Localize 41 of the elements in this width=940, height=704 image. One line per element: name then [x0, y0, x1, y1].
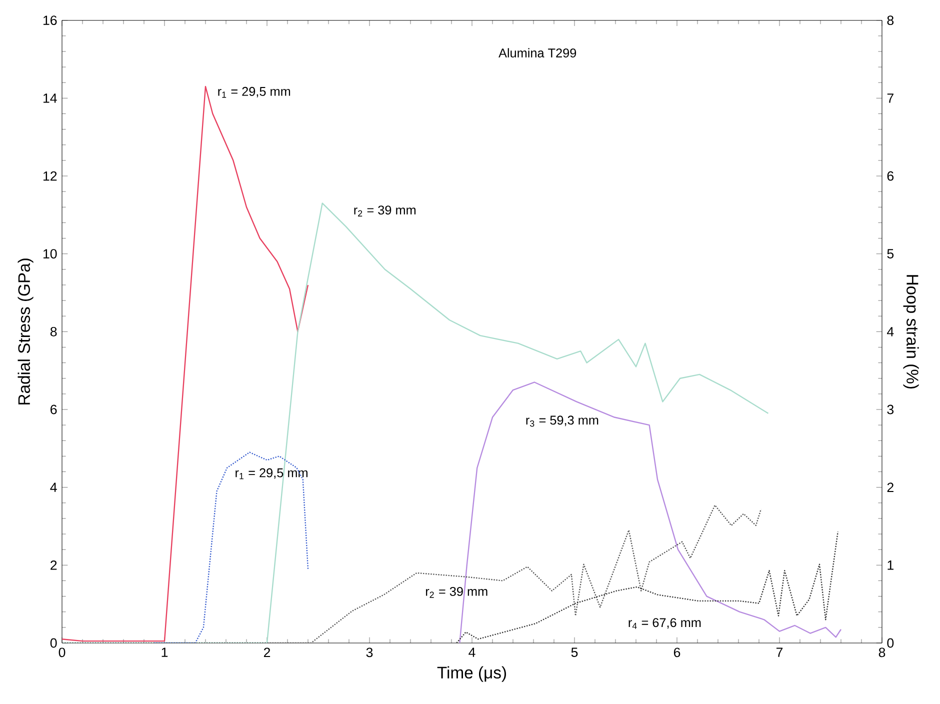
line-series — [62, 202, 769, 643]
y2-tick-label: 7 — [887, 94, 894, 103]
line-series — [62, 504, 762, 643]
x-tick-label: 6 — [674, 648, 680, 658]
series-label: r$_{4}$ = 67,6 mm — [628, 618, 701, 629]
x-tick-label: 8 — [878, 648, 886, 658]
line-series — [62, 86, 309, 642]
y2-tick-label: 6 — [887, 171, 894, 181]
x-tick-label: 3 — [366, 648, 373, 658]
series-label: r$_{1}$ = 29,5 mm — [218, 86, 290, 98]
y-tick-label: 2 — [50, 560, 57, 570]
y-tick-label: 10 — [43, 249, 57, 259]
series-label: r$_{3}$ = 59,3 mm — [526, 416, 598, 427]
y2-tick-label: 8 — [887, 16, 894, 26]
y-tick-label: 8 — [50, 326, 57, 336]
x-tick-label: 1 — [162, 648, 168, 657]
line-series — [154, 452, 309, 643]
y2-tick-label: 4 — [887, 327, 894, 336]
x-tick-label: 4 — [468, 648, 476, 657]
series-label: r$_{2}$ = 39 mm — [354, 206, 416, 216]
x-tick-label: 7 — [776, 648, 783, 657]
y2-tick-label: 5 — [887, 249, 894, 258]
y-tick-label: 0 — [50, 638, 57, 648]
y2-axis-title: Hoop strain (%) — [903, 275, 919, 388]
x-axis-title: Time (μs) — [437, 666, 506, 682]
series-label: r$_{2}$ = 39 mm — [426, 586, 488, 598]
y2-tick-label: 1 — [888, 560, 894, 570]
x-tick-label: 2 — [264, 648, 270, 658]
y-tick-label: 12 — [43, 171, 57, 181]
y-axis-title: Radial Stress (GPa) — [18, 258, 34, 404]
y-tick-label: 16 — [43, 16, 57, 26]
text: Alumina T299 — [498, 48, 576, 58]
y-tick-label: 14 — [43, 94, 57, 103]
x-tick-label: 5 — [571, 648, 578, 657]
y-tick-label: 6 — [50, 404, 57, 414]
y-tick-label: 4 — [50, 482, 57, 492]
x-tick-label: 0 — [58, 648, 66, 658]
series-label: r$_{1}$ = 29,5 mm — [236, 468, 308, 480]
y2-tick-label: 2 — [887, 482, 894, 492]
y2-tick-label: 3 — [887, 404, 894, 414]
y2-tick-label: 0 — [887, 638, 894, 648]
